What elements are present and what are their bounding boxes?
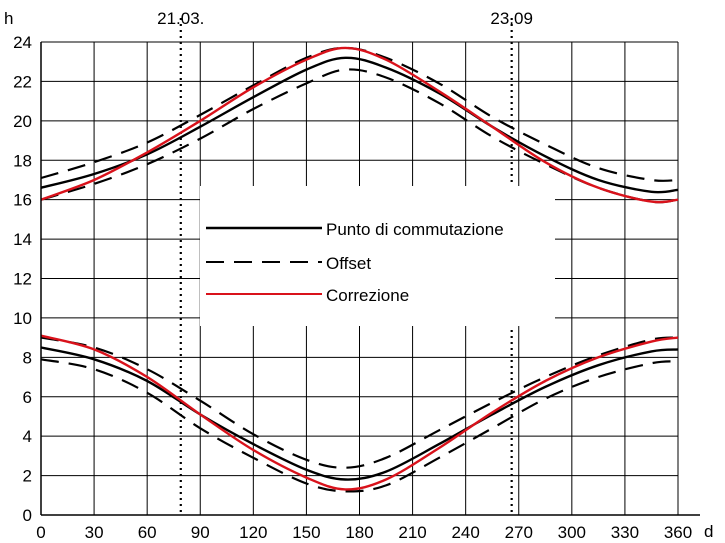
x-tick-label: 300: [558, 523, 586, 542]
axes: h d: [4, 9, 713, 541]
y-axis-label: h: [4, 9, 13, 28]
x-tick-label: 240: [451, 523, 479, 542]
reference-lines: 21.03. 23.09: [157, 9, 533, 515]
tick-labels: 0 30 60 90 120 150 180 210 240 270 300 330 360024681…: [13, 33, 692, 542]
series-line: [40, 68, 679, 204]
x-tick-label: 180: [345, 523, 373, 542]
x-tick-label: 150: [292, 523, 320, 542]
series-line: [40, 334, 679, 491]
y-tick-label: 14: [13, 230, 32, 249]
x-tick-label: 30: [85, 523, 104, 542]
legend-label: Offset: [326, 254, 371, 273]
series-line: [40, 336, 679, 469]
series-line: [40, 56, 679, 194]
series-group: [40, 46, 679, 493]
series-line: [40, 46, 679, 204]
y-tick-label: 20: [13, 112, 32, 131]
x-tick-label: 210: [398, 523, 426, 542]
x-tick-label: 90: [191, 523, 210, 542]
equinox-label: 21.03.: [157, 9, 204, 28]
y-tick-label: 10: [13, 309, 32, 328]
x-tick-label: 360: [664, 523, 692, 542]
y-tick-label: 4: [23, 427, 32, 446]
y-tick-label: 16: [13, 191, 32, 210]
x-tick-label: 120: [239, 523, 267, 542]
y-tick-label: 2: [23, 467, 32, 486]
legend-label: Correzione: [326, 286, 409, 305]
x-tick-label: 270: [505, 523, 533, 542]
y-tick-label: 24: [13, 33, 32, 52]
legend: Punto di commutazione Offset Correzione: [200, 186, 555, 326]
series-line: [40, 358, 679, 493]
equinox-label: 23.09: [490, 9, 533, 28]
y-tick-label: 22: [13, 72, 32, 91]
x-tick-label: 60: [138, 523, 157, 542]
series-line: [40, 346, 679, 481]
legend-label: Punto di commutazione: [326, 220, 504, 239]
y-tick-label: 18: [13, 151, 32, 170]
x-tick-label: 0: [36, 523, 45, 542]
x-axis-label: d: [704, 522, 713, 541]
y-tick-label: 8: [23, 348, 32, 367]
y-tick-label: 12: [13, 270, 32, 289]
y-tick-label: 0: [23, 506, 32, 525]
y-tick-label: 6: [23, 388, 32, 407]
x-tick-label: 330: [611, 523, 639, 542]
legend-background: [200, 186, 555, 326]
